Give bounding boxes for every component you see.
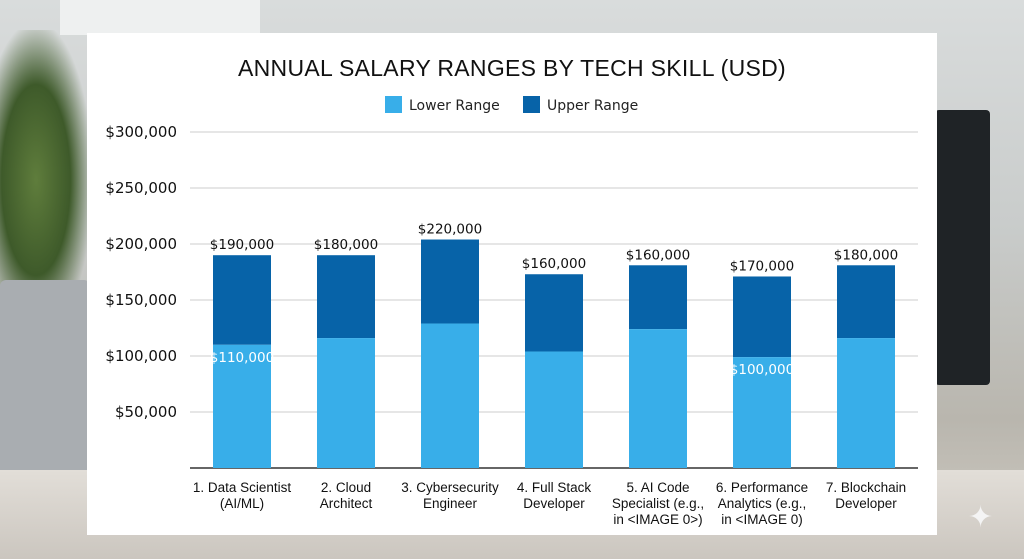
y-tick-label: $150,000 <box>105 291 177 309</box>
x-tick-label: in <IMAGE 0) <box>721 512 802 527</box>
y-tick-label: $50,000 <box>115 403 177 421</box>
x-tick-label: Engineer <box>423 496 478 511</box>
x-tick-label: Developer <box>835 496 897 511</box>
data-label-inner: $100,000 <box>730 362 794 378</box>
bar-upper-range <box>733 276 791 358</box>
background-window <box>60 0 260 35</box>
legend-swatch <box>523 96 540 113</box>
x-tick-label: 6. Performance <box>716 480 808 495</box>
x-tick-label: in <IMAGE 0>) <box>613 512 702 527</box>
y-tick-label: $100,000 <box>105 347 177 365</box>
x-tick-label: 7. Blockchain <box>826 480 906 495</box>
x-tick-label: 2. Cloud <box>321 480 371 495</box>
bar-lower-range <box>525 351 583 468</box>
background-laptop <box>0 280 90 480</box>
bar-lower-range <box>213 344 271 468</box>
legend-swatch <box>385 96 402 113</box>
bar-upper-range <box>213 255 271 345</box>
x-tick-label: Analytics (e.g., <box>718 496 807 511</box>
bar-upper-range <box>317 255 375 339</box>
data-label-top: $180,000 <box>834 247 898 263</box>
bar-upper-range <box>837 265 895 339</box>
x-tick-label: Architect <box>320 496 373 511</box>
data-label-top: $160,000 <box>522 256 586 272</box>
bar-lower-range <box>733 357 791 468</box>
legend: Lower Range Upper Range <box>385 96 638 114</box>
legend-label: Upper Range <box>547 98 638 114</box>
y-tick-label: $200,000 <box>105 235 177 253</box>
bar-lower-range <box>629 329 687 468</box>
data-label-top: $180,000 <box>314 237 378 253</box>
bar-lower-range <box>421 323 479 468</box>
y-tick-label: $250,000 <box>105 179 177 197</box>
x-tick-label: 5. AI Code <box>626 480 689 495</box>
bars <box>213 239 895 468</box>
bar-upper-range <box>629 265 687 330</box>
bar-lower-range <box>317 338 375 468</box>
sparkle-icon: ✦ <box>968 500 994 535</box>
x-tick-label: Developer <box>523 496 585 511</box>
data-label-inner: $110,000 <box>210 350 274 366</box>
x-tick-label: 1. Data Scientist <box>193 480 292 495</box>
bar-upper-range <box>525 274 583 352</box>
data-label-top: $160,000 <box>626 247 690 263</box>
x-tick-label: 3. Cybersecurity <box>401 480 499 495</box>
x-tick-label: Specialist (e.g., <box>612 496 704 511</box>
bar-upper-range <box>421 239 479 324</box>
data-label-top: $170,000 <box>730 258 794 274</box>
y-tick-label: $300,000 <box>105 123 177 141</box>
labels: $190,000 $110,000 1. Data Scientist(AI/ML)… <box>193 222 906 527</box>
x-tick-label: 4. Full Stack <box>517 480 592 495</box>
data-label-top: $220,000 <box>418 222 482 238</box>
legend-label: Lower Range <box>409 98 500 114</box>
background-monitor <box>935 110 990 385</box>
x-tick-label: (AI/ML) <box>220 496 264 511</box>
gridlines: $50,000 $100,000 $150,000 $200,000 $250,000 $… <box>105 123 918 469</box>
chart-title: ANNUAL SALARY RANGES BY TECH SKILL (USD) <box>238 55 786 81</box>
bar-lower-range <box>837 338 895 468</box>
data-label-top: $190,000 <box>210 237 274 253</box>
